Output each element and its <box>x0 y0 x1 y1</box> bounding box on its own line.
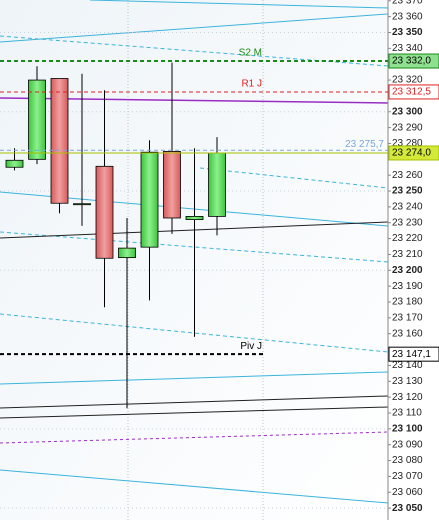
candle-body <box>50 78 69 204</box>
y-tick-label: 23 160 <box>392 328 423 339</box>
level-name: Piv J <box>240 341 262 352</box>
y-tick-label: 23 260 <box>392 170 423 181</box>
y-tick-label: 23 110 <box>392 408 422 419</box>
y-tick-label: 23 170 <box>392 313 423 324</box>
y-tick-label: 23 220 <box>392 233 423 244</box>
price-box-label: 23 332,0 <box>392 56 431 67</box>
level-name: S2 M <box>239 48 262 59</box>
level-value: 23 275,7 <box>345 139 384 150</box>
candle-body <box>118 247 136 259</box>
price-box-label: 23 147,1 <box>392 349 431 360</box>
y-tick-label: 23 120 <box>392 392 423 403</box>
candle-body <box>73 203 91 206</box>
y-tick-label: 23 230 <box>392 217 423 228</box>
y-tick-label: 23 190 <box>392 281 423 292</box>
y-tick-label: 23 090 <box>392 439 423 450</box>
y-tick-label: 23 080 <box>392 455 423 466</box>
candle-body <box>163 151 181 219</box>
y-tick-label: 23 130 <box>392 376 423 387</box>
y-tick-label: 23 360 <box>392 11 423 22</box>
candle-body <box>95 165 114 259</box>
y-tick-label: 23 070 <box>392 471 423 482</box>
candle-body <box>208 152 226 217</box>
candle-body <box>185 216 204 220</box>
y-tick-label: 23 200 <box>392 265 423 276</box>
candle-body <box>140 151 159 248</box>
candle-body <box>28 79 46 160</box>
y-tick-label: 23 350 <box>392 27 423 38</box>
y-tick-label: 23 370 <box>392 0 423 6</box>
y-tick-label: 23 280 <box>392 138 423 149</box>
y-tick-label: 23 290 <box>392 122 423 133</box>
price-box <box>388 53 439 69</box>
price-box <box>388 145 439 161</box>
y-tick-label: 23 050 <box>392 503 423 514</box>
y-tick-label: 23 180 <box>392 297 423 308</box>
y-tick-label: 23 340 <box>392 43 423 54</box>
price-box <box>388 84 439 100</box>
price-box-label: 23 274,0 <box>392 148 431 159</box>
price-box <box>388 346 439 362</box>
y-tick-label: 23 320 <box>392 75 423 86</box>
y-tick-label: 23 140 <box>392 360 423 371</box>
y-tick-label: 23 240 <box>392 202 423 213</box>
y-tick-label: 23 300 <box>392 106 423 117</box>
y-tick-label: 23 250 <box>392 186 423 197</box>
candle-body <box>5 159 24 168</box>
y-tick-label: 23 210 <box>392 249 423 260</box>
y-tick-label: 23 060 <box>392 487 423 498</box>
level-name: R1 J <box>241 79 262 90</box>
y-tick-label: 23 100 <box>392 423 423 434</box>
price-box-label: 23 312,5 <box>392 87 431 98</box>
